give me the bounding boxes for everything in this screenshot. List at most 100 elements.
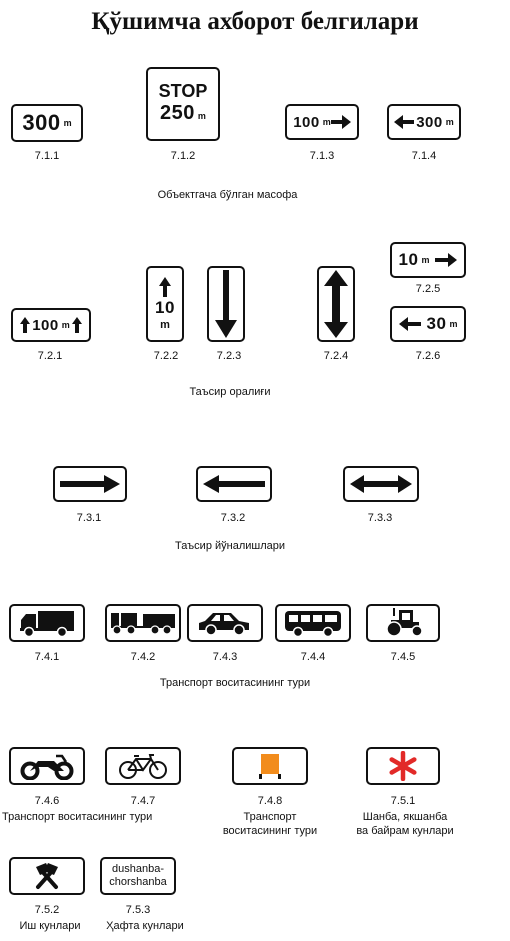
sign-code: 7.4.6 (34, 795, 60, 807)
sign-7-2-1: 100 m (11, 308, 91, 342)
page-title: Қўшимча ахборот белгилари (91, 8, 419, 35)
dangerous-goods-plate-icon (259, 754, 281, 779)
weekday-line: chorshanba (109, 876, 167, 888)
truck-icon (20, 611, 74, 637)
distance-value: 100 (293, 113, 320, 131)
sign-7-1-2: STOP 250 m (146, 67, 220, 141)
truck-trailer-icon (111, 613, 175, 635)
sign-code: 7.4.7 (130, 795, 156, 807)
sign-code: 7.1.1 (34, 150, 60, 162)
unit-label: m (421, 255, 430, 265)
weekday-line: dushanba- (112, 863, 164, 875)
sign-code: 7.4.1 (34, 651, 60, 663)
sign-7-2-3 (207, 266, 245, 342)
sign-7-4-2 (105, 604, 181, 642)
sign-7-4-3 (187, 604, 263, 642)
sign-code: 7.3.1 (76, 512, 102, 524)
sign-code: 7.1.2 (170, 150, 196, 162)
sign-7-4-6 (9, 747, 85, 785)
arrow-up-down-icon (324, 270, 348, 338)
sign-code: 7.5.2 (34, 904, 60, 916)
sign-code: 7.2.3 (216, 350, 242, 362)
section-caption: Транспорт воситасининг тури (159, 677, 311, 689)
sign-code: 7.4.4 (300, 651, 326, 663)
sign-7-2-5: 10 m (390, 242, 466, 278)
car-icon (199, 613, 249, 636)
bus-icon (285, 611, 341, 637)
sign-7-1-3: 100 m (285, 104, 359, 140)
section-caption: Иш кунлари (19, 920, 81, 932)
distance-value: 10 (155, 298, 175, 317)
arrow-down-icon (215, 270, 237, 338)
arrow-right-icon (330, 115, 351, 129)
sign-7-3-1 (53, 466, 127, 502)
sign-7-4-5 (366, 604, 440, 642)
unit-label: m (322, 117, 331, 127)
distance-value: 10 (398, 250, 419, 269)
caption-line: Шанба, якшанба (362, 811, 448, 823)
sign-code: 7.2.2 (153, 350, 179, 362)
stop-label: STOP (158, 80, 208, 101)
unit-label: m (160, 319, 170, 331)
tractor-icon (386, 608, 423, 637)
unit-label: m (61, 320, 70, 330)
caption-line: воситасининг тури (222, 825, 318, 837)
sign-7-2-4 (317, 266, 355, 342)
section-caption: Таъсир оралиғи (189, 386, 271, 398)
sign-code: 7.4.2 (130, 651, 156, 663)
sign-code: 7.3.3 (367, 512, 393, 524)
section-caption: Ҳафта кунлари (106, 920, 184, 932)
bicycle-icon (119, 754, 167, 779)
sign-7-2-2: 10 m (146, 266, 184, 342)
arrow-up-icon (71, 317, 82, 333)
arrow-left-icon (398, 317, 421, 331)
unit-label: m (445, 117, 454, 127)
sign-code: 7.3.2 (220, 512, 246, 524)
sign-7-1-1: 300 m (11, 104, 83, 142)
unit-label: m (449, 319, 458, 329)
section-caption: Объектгача бўлган масофа (157, 189, 298, 201)
sign-7-1-4: 300 m (387, 104, 461, 140)
distance-value: 300 (22, 110, 61, 135)
sign-code: 7.5.3 (125, 904, 151, 916)
sign-7-5-2 (9, 857, 85, 895)
arrow-left-icon (394, 115, 415, 129)
arrow-right-icon (60, 475, 120, 493)
sign-7-5-3: dushanba- chorshanba (100, 857, 176, 895)
caption-line: Транспорт (243, 811, 297, 823)
sign-code: 7.4.8 (257, 795, 283, 807)
arrow-right-icon (435, 253, 458, 267)
arrow-up-icon (20, 317, 31, 333)
sign-7-4-8 (232, 747, 308, 785)
sign-code: 7.1.4 (411, 150, 437, 162)
section-caption: Таъсир йўналишлари (174, 540, 286, 552)
sign-7-3-3 (343, 466, 419, 502)
distance-value: 30 (426, 314, 447, 333)
sign-code: 7.2.5 (415, 283, 441, 295)
sign-code: 7.1.3 (309, 150, 335, 162)
distance-value: 250 (160, 101, 195, 124)
section-caption: Транспорт воситасининг тури (210, 810, 330, 838)
sign-7-5-1 (366, 747, 440, 785)
sign-code: 7.2.4 (323, 350, 349, 362)
sign-7-3-2 (196, 466, 272, 502)
distance-value: 100 (32, 316, 59, 334)
crossed-hammers-icon (36, 863, 58, 889)
arrow-left-right-icon (350, 475, 412, 493)
section-caption: Транспорт воситасининг тури (2, 811, 153, 823)
caption-line: ва байрам кунлари (356, 825, 454, 837)
distance-value: 300 (416, 113, 443, 131)
sign-7-4-4 (275, 604, 351, 642)
sign-code: 7.4.3 (212, 651, 238, 663)
arrow-left-icon (203, 475, 265, 493)
asterisk-icon (389, 751, 417, 781)
sign-code: 7.2.1 (37, 350, 63, 362)
sign-7-4-1 (9, 604, 85, 642)
sign-code: 7.4.5 (390, 651, 416, 663)
sign-code: 7.5.1 (390, 795, 416, 807)
unit-label: m (197, 110, 206, 121)
sign-7-4-7 (105, 747, 181, 785)
arrow-up-icon (159, 277, 171, 297)
sign-7-2-6: 30 m (390, 306, 466, 342)
section-caption: Шанба, якшанба ва байрам кунлари (340, 810, 470, 838)
